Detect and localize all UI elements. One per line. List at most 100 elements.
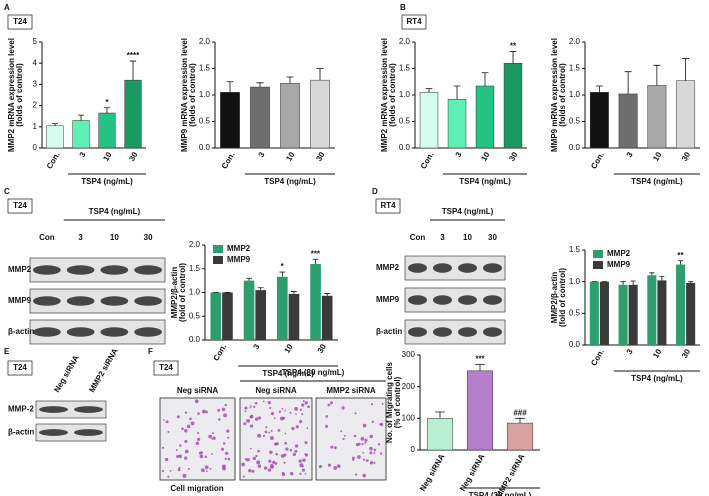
blot-band: [483, 327, 502, 337]
bar: [647, 85, 667, 149]
cell-dot: [189, 417, 192, 421]
y-tick-label: 2.0: [399, 37, 411, 46]
cell-dot: [208, 434, 213, 439]
error-bar: [453, 85, 461, 100]
lane-label: 30: [488, 233, 497, 242]
blot-band: [33, 265, 61, 275]
blot-band: [39, 406, 68, 413]
cell-dot: [360, 437, 365, 441]
cell-dot: [262, 434, 266, 438]
cell-dot: [362, 423, 367, 428]
cell-dot: [206, 470, 208, 472]
y-tick-label: 2.0: [569, 37, 581, 46]
error-bar: [595, 85, 603, 93]
cell-dot: [267, 401, 271, 405]
error-bar: [475, 364, 485, 371]
cell-dot: [301, 465, 304, 468]
cell-dot: [164, 457, 169, 462]
bar: [618, 93, 638, 149]
cell-dot: [194, 399, 199, 404]
cell-dot: [218, 418, 221, 421]
y-tick-label: 0.0: [399, 143, 411, 152]
legend-swatch: [593, 250, 603, 258]
y-tick-label: 0.0: [199, 143, 211, 152]
y-tick-label: 0: [411, 445, 416, 454]
cell-dot: [211, 438, 214, 440]
cell-dot: [373, 452, 376, 454]
cell-dot: [301, 468, 306, 472]
cell-dot: [262, 400, 265, 403]
cell-dot: [342, 437, 345, 441]
x-tick-label: 10: [282, 342, 295, 355]
error-bar: [279, 271, 286, 277]
cell-dot: [275, 452, 278, 456]
blot-band: [408, 327, 427, 337]
cell-dot: [176, 454, 179, 458]
bar: [98, 112, 116, 149]
image-header: TSP4 (30 ng/mL): [282, 368, 345, 377]
cell-dot: [181, 427, 184, 431]
x-tick-label: 3: [251, 342, 261, 351]
cell-dot: [244, 410, 247, 413]
cell-dot: [364, 438, 368, 442]
x-axis-label: TSP4 (ng/mL): [631, 177, 683, 186]
cell-dot: [362, 473, 367, 478]
error-bar: [509, 51, 517, 64]
x-tick-label: Neg siRNA: [418, 452, 447, 492]
y-axis-label: MMP9 mRNA expression level: [550, 38, 559, 152]
cell-dot: [294, 449, 298, 453]
cell-dot: [205, 410, 208, 414]
x-tick-label: 3: [257, 150, 267, 159]
bar: [210, 292, 222, 340]
cell-dot: [265, 426, 268, 429]
y-tick-label: 0.5: [199, 117, 211, 126]
cell-dot: [352, 458, 355, 462]
cell-dot: [268, 459, 272, 463]
significance-label: ###: [513, 408, 527, 417]
cell-dot: [224, 457, 227, 460]
x-tick-label: Con.: [419, 151, 436, 171]
blot-band: [33, 296, 61, 306]
cell-dot: [295, 413, 297, 415]
migration-image: [315, 397, 387, 481]
y-tick-label: 0.5: [189, 311, 201, 320]
cell-dot: [272, 460, 276, 465]
cell-dot: [254, 401, 258, 405]
error-bar: [624, 71, 632, 94]
bar: [466, 370, 494, 451]
cell-dot: [175, 449, 178, 451]
cell-dot: [190, 421, 195, 426]
error-bar: [246, 277, 252, 281]
cell-dot: [225, 451, 229, 455]
cell-dot: [178, 454, 182, 459]
cell-dot: [299, 408, 303, 411]
cell-dot: [187, 468, 190, 470]
cell-dot: [244, 458, 248, 461]
bar: [250, 86, 270, 149]
cell-dot: [184, 411, 188, 414]
cell-dot: [304, 441, 308, 445]
cell-dot: [252, 456, 257, 461]
cell-dot: [270, 465, 274, 469]
cell-dot: [249, 424, 254, 428]
blot-band: [74, 429, 103, 436]
lane-label: 3: [78, 233, 83, 242]
cell-dot: [370, 403, 374, 406]
bar: [676, 264, 686, 345]
significance-label: ***: [475, 355, 485, 364]
cell-dot: [371, 420, 374, 424]
cell-dot: [167, 430, 170, 433]
blot-band: [433, 263, 452, 273]
y-tick-label: 1.0: [569, 90, 581, 99]
cell-dot: [249, 447, 252, 450]
bar: [503, 62, 523, 149]
cell-dot: [379, 422, 384, 427]
cell-dot: [269, 406, 272, 410]
y-tick-label: 2.0: [199, 37, 211, 46]
blot-band: [33, 327, 61, 337]
x-axis-label: TSP4 (30 ng/mL): [469, 491, 532, 496]
cell-dot: [258, 416, 262, 420]
y-axis-label: MMP2/β-actin: [550, 272, 559, 324]
panel-letter: F: [148, 347, 153, 356]
cell-dot: [257, 449, 260, 453]
